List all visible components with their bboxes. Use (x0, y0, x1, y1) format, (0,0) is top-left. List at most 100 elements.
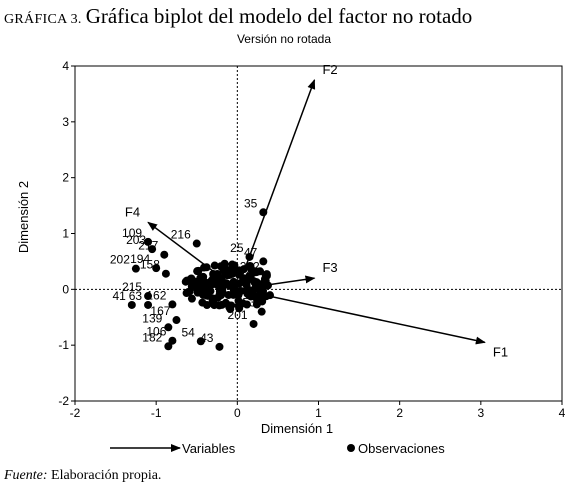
y-tick-label: 0 (62, 282, 69, 296)
y-tick-label: -2 (58, 394, 69, 408)
x-tick-label: -2 (70, 406, 81, 420)
observation-cluster-point (210, 261, 219, 270)
observation-point (144, 292, 153, 301)
observation-label: 217 (138, 239, 158, 253)
observations-layer: 3510921620321725472021941582024621541631… (110, 196, 275, 351)
observation-cluster-point (226, 265, 235, 274)
observation-point (196, 337, 205, 346)
observation-label: 162 (146, 288, 166, 302)
observation-cluster-point (219, 264, 228, 273)
variable-arrow (237, 275, 316, 291)
observation-point (148, 245, 157, 254)
observation-label: 46 (246, 265, 260, 279)
observation-cluster-point (198, 298, 207, 307)
observation-label: 63 (129, 289, 143, 303)
observation-cluster-point (245, 272, 254, 281)
observation-label: 203 (126, 233, 146, 247)
observation-point (192, 239, 201, 248)
observation-point (168, 336, 177, 345)
observation-label: 201 (228, 308, 248, 322)
observation-label: 153 (236, 296, 256, 310)
observation-cluster-point (185, 275, 194, 284)
figure-heading: GRÁFICA 3. Gráfica biplot del modelo del… (4, 4, 472, 29)
observation-cluster-point (250, 267, 259, 276)
observation-point (131, 264, 140, 273)
figure-title: Gráfica biplot del modelo del factor no … (85, 4, 473, 28)
observation-cluster-point (199, 272, 208, 281)
observation-label: 54 (181, 325, 195, 339)
observation-cluster-point (250, 278, 259, 287)
observation-label: 182 (142, 330, 162, 344)
y-tick-label: 2 (62, 171, 69, 185)
axes-layer: -2 -1 0 1 2 3 4 -2 -1 0 1 2 3 4 (58, 59, 565, 420)
observation-label: 25 (230, 241, 244, 255)
observation-point (152, 264, 161, 273)
observation-point (257, 307, 266, 316)
observation-label: 216 (171, 228, 191, 242)
observation-point (160, 250, 169, 259)
x-tick-label: 1 (315, 406, 322, 420)
observation-point (249, 319, 258, 328)
legend-variables-label: Variables (182, 441, 236, 456)
x-tick-label: 0 (234, 406, 241, 420)
observation-point (144, 237, 153, 246)
observation-cluster-point (200, 281, 209, 290)
observation-cluster-point (193, 277, 202, 286)
variable-label: F3 (322, 260, 337, 275)
observation-point (215, 342, 224, 351)
x-tick-label: 2 (396, 406, 403, 420)
observation-point (261, 271, 270, 280)
chart-legend: Variables Observaciones (110, 441, 445, 456)
observation-point (261, 276, 270, 285)
source-note: Fuente: Elaboración propia. (4, 468, 161, 484)
observation-point (168, 300, 177, 309)
observation-label: 43 (200, 331, 214, 345)
variables-layer: F1 F2 F3 F4 (125, 62, 508, 359)
source-label: Fuente: (4, 468, 48, 483)
observation-point (164, 342, 173, 351)
observation-label: 41 (112, 289, 126, 303)
observation-cluster-point (221, 298, 230, 307)
observation-cluster-point (208, 280, 217, 289)
observation-label: 35 (244, 196, 258, 210)
variable-label: F1 (493, 344, 508, 359)
legend-observaciones-label: Observaciones (358, 441, 445, 456)
x-axis-label: Dimensión 1 (261, 421, 333, 436)
variable-arrow (237, 288, 486, 345)
observation-label: 109 (122, 226, 142, 240)
y-tick-label: 1 (62, 227, 69, 241)
observation-point (164, 323, 173, 332)
observation-cluster-point (206, 287, 215, 296)
variable-arrow (236, 79, 316, 290)
plot-frame (74, 65, 563, 402)
observation-cluster-point (239, 299, 248, 308)
observation-cluster-point (217, 291, 226, 300)
observation-label: 167 (150, 304, 170, 318)
y-tick-label: 4 (62, 59, 69, 73)
x-tick-label: 4 (559, 406, 566, 420)
observation-point (144, 300, 153, 309)
observation-label: 215 (122, 280, 142, 294)
observation-cluster-point (259, 286, 268, 295)
variable-label: F2 (322, 62, 337, 77)
observation-cluster-point (187, 294, 196, 303)
y-axis-label: Dimensión 2 (16, 181, 31, 253)
observation-cluster-point (226, 305, 235, 314)
observation-point (172, 316, 181, 325)
x-tick-label: -1 (151, 406, 162, 420)
source-text: Elaboración propia. (51, 468, 162, 483)
variable-label: F4 (125, 204, 140, 219)
chart-subtitle: Versión no rotada (236, 32, 332, 46)
y-tick-label: 3 (62, 115, 69, 129)
observation-label: 202 (110, 253, 130, 267)
variable-arrow (147, 221, 238, 290)
observation-cluster-point (258, 297, 267, 306)
observation-label: 158 (140, 258, 160, 272)
observation-cluster-point (193, 285, 202, 294)
observation-label: 194 (130, 252, 150, 266)
observation-label: 139 (142, 311, 162, 325)
figure-number: GRÁFICA 3. (4, 12, 82, 27)
observation-label: 106 (146, 325, 166, 339)
observation-point (259, 257, 268, 266)
